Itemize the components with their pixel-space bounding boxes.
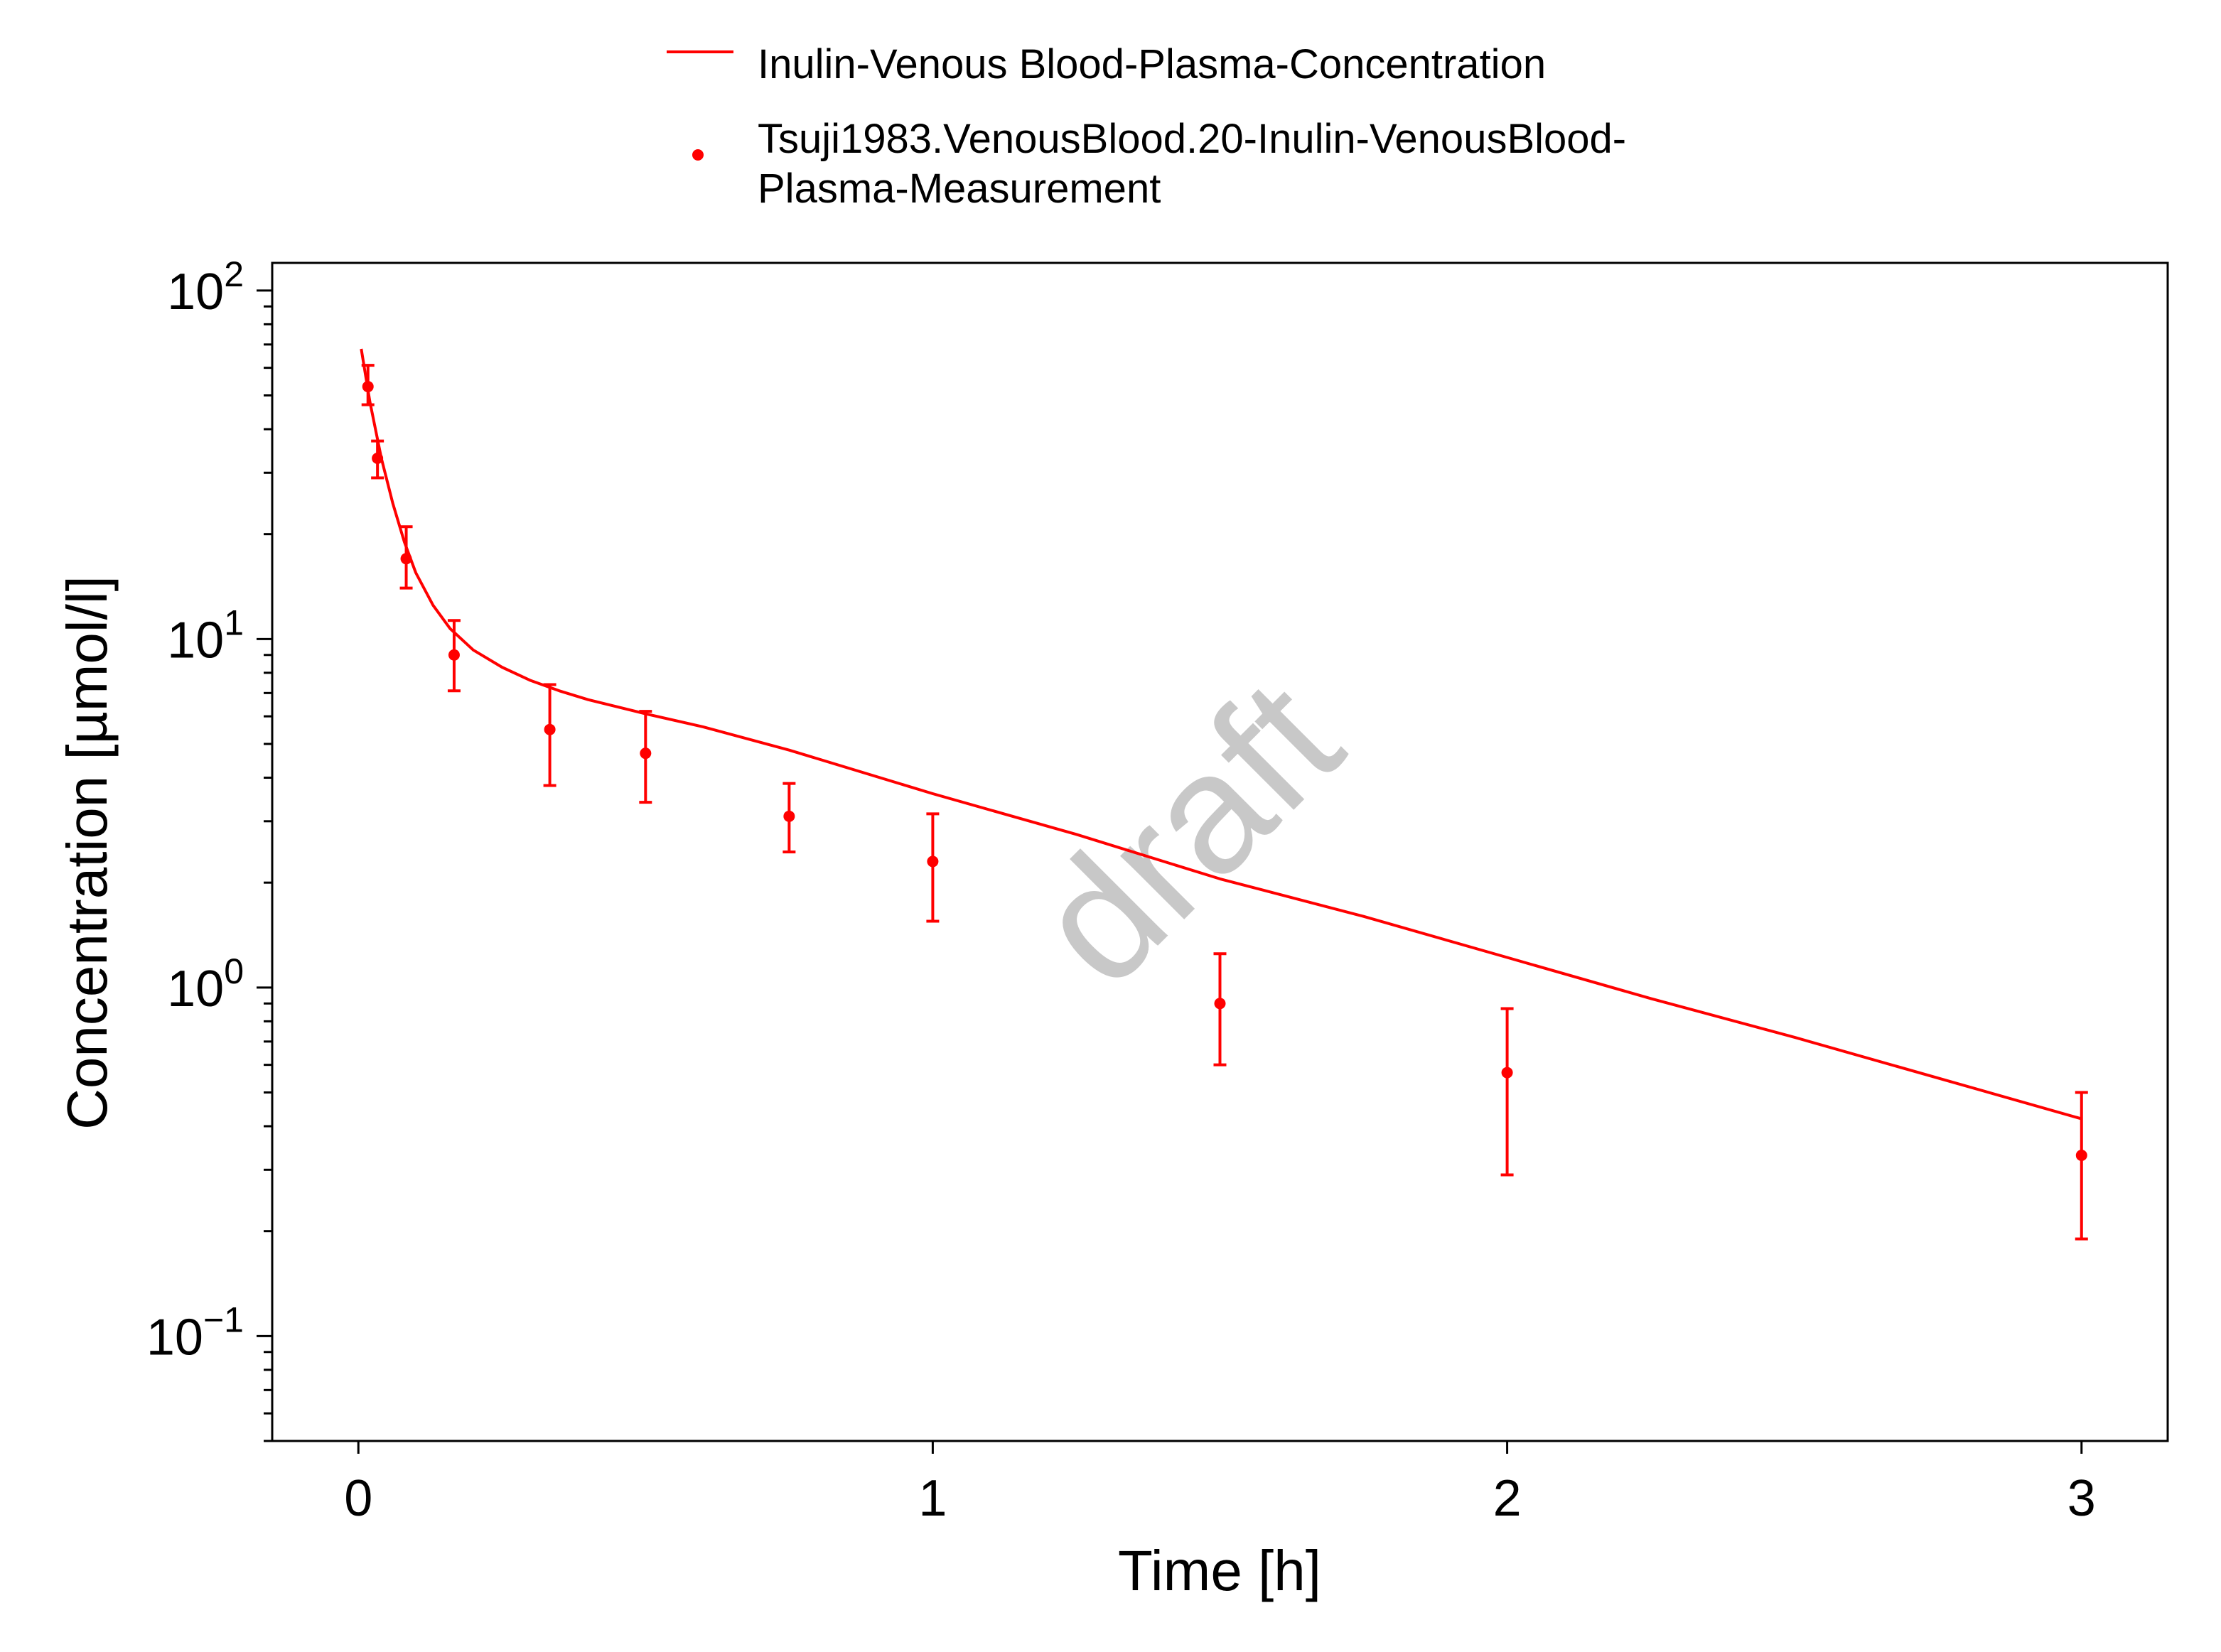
data-point-group <box>2075 1091 2088 1241</box>
legend-label-scatter-series-line1: Tsuji1983.VenousBlood.20-Inulin-VenousBl… <box>758 116 1626 162</box>
data-point <box>448 649 460 661</box>
data-point <box>927 855 939 868</box>
x-tick-label: 2 <box>1493 1470 1522 1527</box>
x-axis: 0 1 2 3 <box>344 1441 2096 1527</box>
data-point <box>362 381 374 393</box>
data-point-group <box>361 364 375 406</box>
data-point-group <box>543 683 556 787</box>
data-point <box>372 453 384 465</box>
plot-area <box>271 261 2169 1442</box>
data-point-group <box>371 439 384 480</box>
data-point-group <box>1213 952 1227 1067</box>
data-point <box>783 810 795 822</box>
x-axis-title: Time [h] <box>1118 1539 1321 1602</box>
legend-label-line-series: Inulin-Venous Blood-Plasma-Concentration <box>758 41 1546 87</box>
y-tick-label: 10−1 <box>146 1300 244 1366</box>
x-tick-label: 0 <box>344 1470 372 1527</box>
data-point-group <box>447 619 461 693</box>
y-axis: 102 101 100 10−1 <box>146 254 272 1442</box>
y-tick-label: 101 <box>167 603 244 669</box>
x-tick-label: 3 <box>2067 1470 2096 1527</box>
x-tick-label: 1 <box>918 1470 947 1527</box>
watermark-text: draft <box>1000 644 1376 1020</box>
series-layer <box>360 348 2088 1241</box>
data-point-group <box>926 812 940 923</box>
legend-marker-swatch <box>692 149 704 161</box>
data-point-group <box>783 782 796 853</box>
data-point-group <box>399 525 413 590</box>
legend-label-scatter-series-line2: Plasma-Measurement <box>758 166 1161 212</box>
data-point <box>544 723 556 735</box>
series-line-inulin-concentration <box>360 348 2082 1121</box>
data-point-group <box>639 710 652 804</box>
data-point <box>1501 1067 1513 1079</box>
y-tick-label: 100 <box>167 951 244 1017</box>
data-point-group <box>1500 1007 1514 1177</box>
data-point <box>2075 1150 2087 1162</box>
data-point <box>640 747 652 760</box>
y-axis-title: Concentration [µmol/l] <box>55 576 119 1130</box>
y-tick-label: 102 <box>167 254 244 320</box>
data-point <box>1214 998 1226 1010</box>
data-point <box>400 553 412 565</box>
legend: Inulin-Venous Blood-Plasma-Concentration… <box>667 41 1626 212</box>
